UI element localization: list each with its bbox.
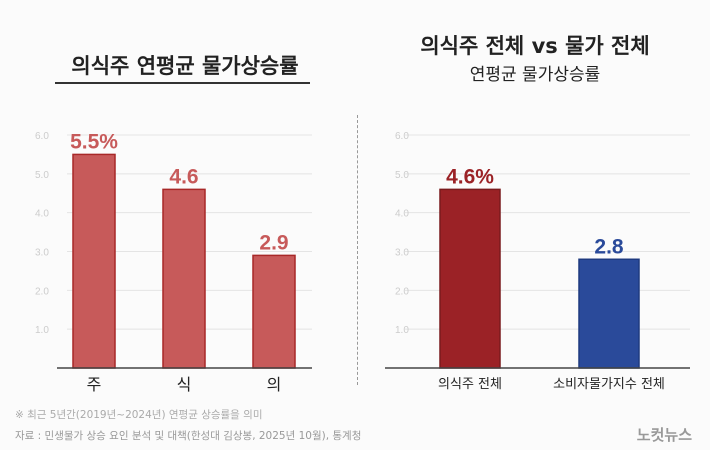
x-tick-label: 식 [177,375,192,394]
y-tick-label: 1.0 [395,325,409,336]
value-label: 2.9 [259,231,288,254]
source-text: 자료 : 민생물가 상승 요인 분석 및 대책(한성대 김상봉, 2025년 1… [15,430,362,442]
bar-의식주 전체 [439,188,501,369]
x-tick-label: 의식주 전체 [438,377,502,392]
logo: 노컷뉴스 [636,426,692,444]
chart-divider [357,115,358,385]
y-tick-label: 1.0 [35,325,49,336]
y-tick-label: 3.0 [395,248,409,259]
y-tick-label: 3.0 [35,248,49,259]
bar-주 [72,153,116,369]
y-tick-label: 2.0 [395,286,409,297]
y-tick-label: 4.0 [395,209,409,220]
y-tick-label: 5.0 [35,170,49,181]
left-chart-title: 의식주 연평균 물가상승률 [71,54,299,78]
right-chart-subtitle: 연평균 물가상승률 [469,65,601,85]
y-tick-label: 6.0 [395,131,409,142]
right-chart-title: 의식주 전체 vs 물가 전체 [420,34,650,58]
footnote: ※ 최근 5년간(2019년~2024년) 연평균 상승률을 의미 [15,409,263,421]
y-tick-label: 4.0 [35,209,49,220]
value-label: 5.5% [70,130,118,153]
x-tick-label: 소비자물가지수 전체 [553,377,665,392]
x-tick-label: 의 [267,375,282,394]
value-label: 4.6% [446,165,494,188]
value-label: 4.6 [169,165,198,188]
bar-의 [252,254,296,369]
bar-소비자물가지수 전체 [578,258,640,369]
bar-식 [162,188,206,369]
y-tick-label: 5.0 [395,170,409,181]
left-title-underline [55,82,310,84]
y-tick-label: 2.0 [35,286,49,297]
value-label: 2.8 [594,235,624,258]
x-tick-label: 주 [87,375,102,394]
y-tick-label: 6.0 [35,131,49,142]
